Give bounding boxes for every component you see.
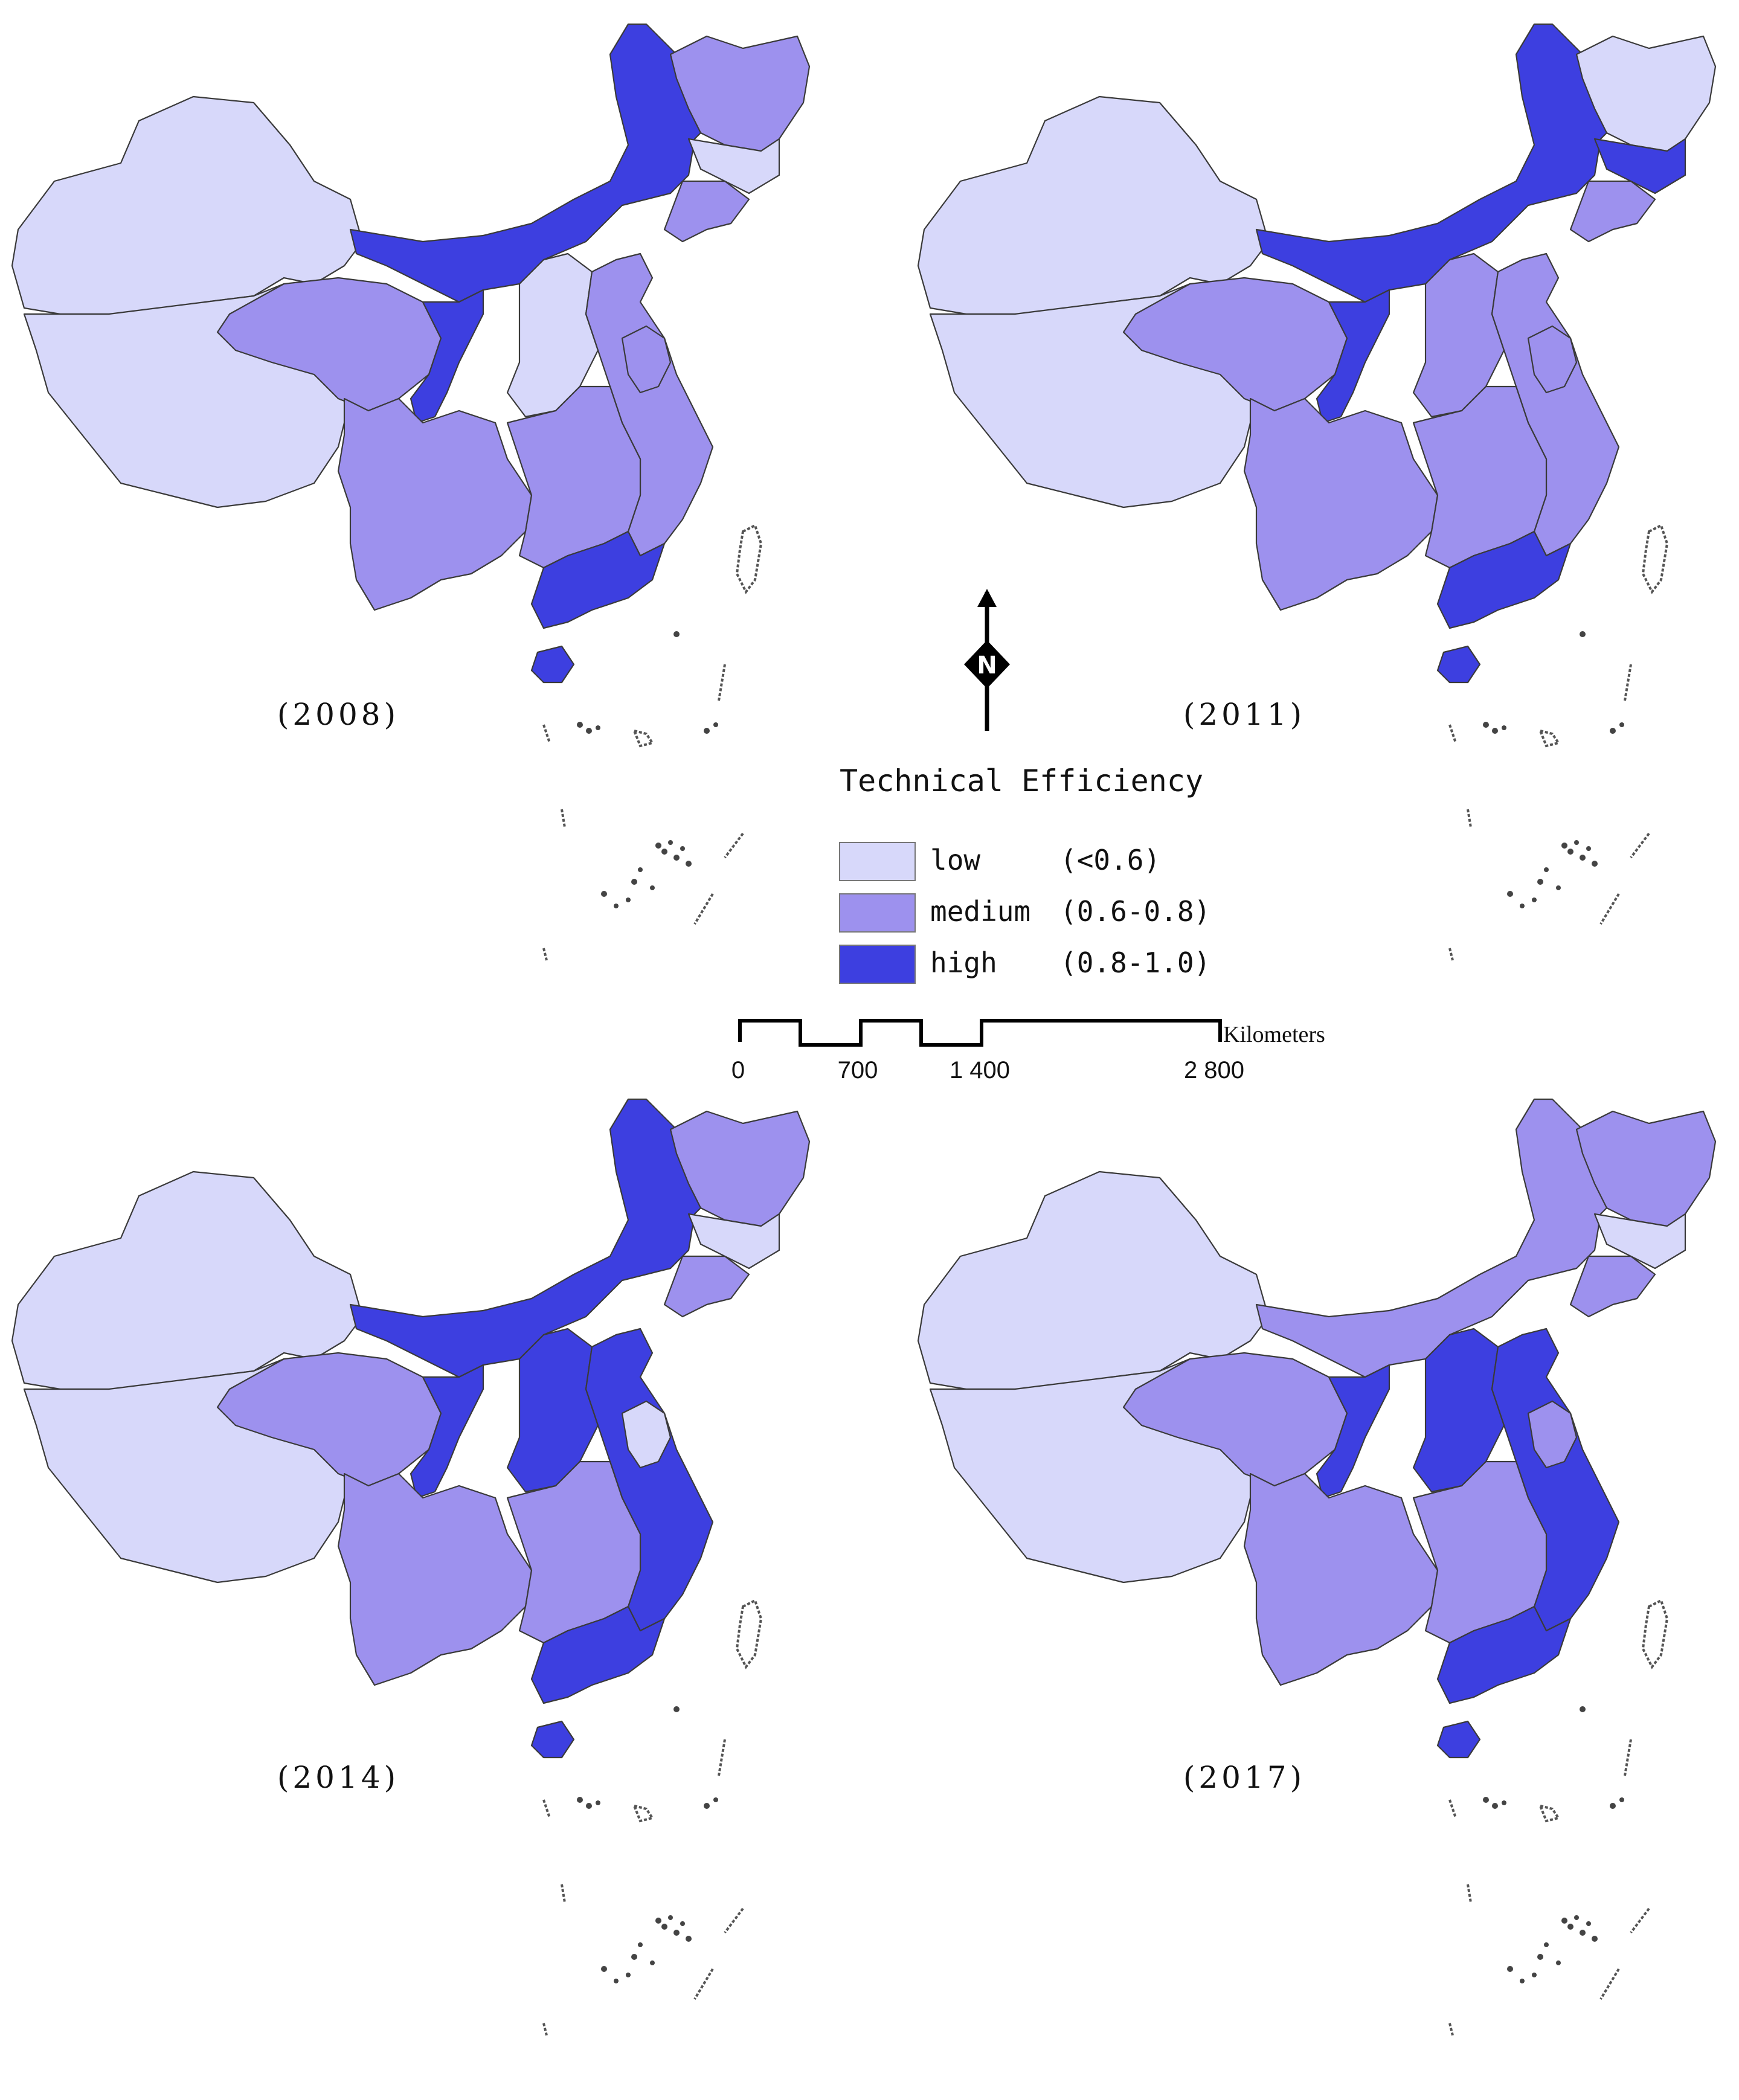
region-3 — [687, 1213, 780, 1270]
legend: Technical Efficiency low (<0.6) medium (… — [839, 763, 1210, 984]
legend-range-low: (<0.6) — [1060, 844, 1160, 876]
scale-unit: Kilometers — [1223, 1022, 1325, 1047]
north-arrow-icon: N — [964, 589, 1010, 731]
year-label-2014: (2014) — [277, 1760, 399, 1795]
region-12 — [530, 645, 575, 684]
year-label-2017: (2017) — [1183, 1760, 1305, 1795]
region-1 — [349, 1098, 720, 1378]
region-7 — [410, 289, 484, 424]
region-7 — [410, 1364, 484, 1499]
legend-label-low: low — [930, 844, 980, 876]
region-7 — [1316, 1364, 1390, 1499]
legend-swatch-medium — [839, 893, 916, 933]
legend-swatch-high — [839, 945, 916, 984]
region-12 — [530, 530, 666, 629]
legend-item-medium: medium (0.6-0.8) — [839, 893, 1210, 933]
region-13 — [621, 325, 672, 394]
region-4 — [663, 180, 750, 243]
region-13 — [1527, 325, 1578, 394]
region-12 — [530, 1605, 666, 1704]
legend-item-low: low (<0.6) — [839, 842, 1160, 881]
map-panel-2014: (2014) — [11, 1098, 811, 2036]
map-panel-2011: (2011) — [917, 23, 1717, 961]
legend-range-high: (0.8-1.0) — [1060, 946, 1210, 979]
year-label-2008: (2008) — [277, 697, 399, 732]
region-1 — [1255, 1098, 1626, 1378]
region-12 — [1436, 530, 1572, 629]
scale-tick-1400: 1 400 — [950, 1057, 1010, 1084]
scale-tick-700: 700 — [838, 1057, 878, 1084]
china-map-2011 — [917, 23, 1717, 961]
region-8 — [1243, 1472, 1439, 1686]
china-map-2017 — [917, 1098, 1717, 2036]
region-1 — [1255, 23, 1626, 303]
map-panel-2017: (2017) — [917, 1098, 1717, 2036]
region-12 — [530, 1720, 575, 1759]
region-8 — [337, 1472, 533, 1686]
region-12 — [1436, 1720, 1481, 1759]
region-4 — [1569, 1255, 1656, 1318]
region-4 — [1569, 180, 1656, 243]
legend-label-medium: medium — [930, 895, 1030, 928]
scale-bar: 0 700 1 400 2 800 Kilometers — [731, 1019, 1325, 1084]
region-8 — [1243, 397, 1439, 611]
region-4 — [663, 1255, 750, 1318]
scale-tick-2800: 2 800 — [1184, 1057, 1244, 1084]
region-12 — [1436, 645, 1481, 684]
scale-tick-0: 0 — [731, 1057, 745, 1084]
region-12 — [1436, 1605, 1572, 1704]
map-panel-2008: (2008) — [11, 23, 811, 961]
region-3 — [1593, 1213, 1686, 1270]
china-map-2014 — [11, 1098, 811, 2036]
year-label-2011: (2011) — [1183, 697, 1305, 732]
region-8 — [337, 397, 533, 611]
region-13 — [621, 1400, 672, 1469]
region-1 — [349, 23, 720, 303]
region-7 — [1316, 289, 1390, 424]
north-arrow-label: N — [977, 652, 997, 679]
legend-label-high: high — [930, 946, 997, 979]
legend-range-medium: (0.6-0.8) — [1060, 895, 1210, 928]
legend-swatch-low — [839, 842, 916, 881]
legend-item-high: high (0.8-1.0) — [839, 945, 1210, 984]
region-13 — [1527, 1400, 1578, 1469]
region-3 — [687, 138, 780, 194]
legend-title: Technical Efficiency — [840, 763, 1203, 798]
china-map-2008 — [11, 23, 811, 961]
region-3 — [1593, 138, 1686, 194]
